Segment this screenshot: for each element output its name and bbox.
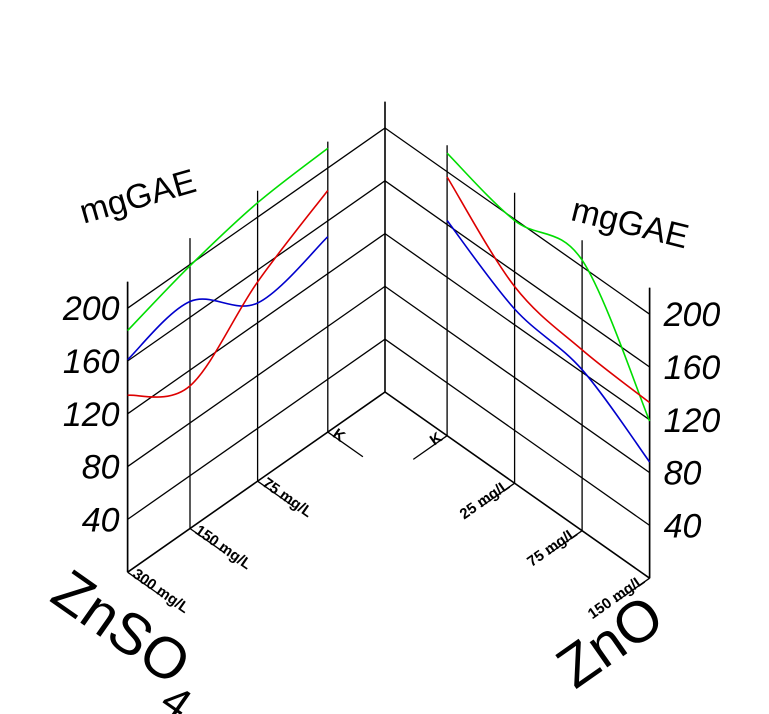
floor-grid-right-3 — [615, 577, 650, 603]
floor-grid — [127, 431, 650, 603]
right-horizontal-grid-1 — [384, 285, 650, 474]
right-horizontal-grid-4 — [384, 127, 650, 315]
left-category-label: 150 mg/L — [192, 522, 255, 573]
left-y-tick-label: 120 — [63, 396, 120, 434]
right-y-tick-label: 80 — [664, 455, 702, 493]
floor-grid-left-2 — [257, 480, 294, 507]
left-horizontal-grid-3 — [127, 180, 386, 362]
right-series-group — [446, 152, 651, 463]
floor-grid-right-2 — [547, 530, 583, 555]
right-unit-label: mgGAE — [568, 191, 693, 257]
right-series-line-1 — [446, 176, 651, 404]
left-series-line-1 — [127, 236, 329, 361]
right-horizontal-grid-2 — [384, 233, 650, 421]
right-y-tick-label: 40 — [664, 507, 702, 545]
right-series-line-0 — [446, 152, 651, 422]
left-y-tick-label: 40 — [82, 501, 120, 539]
left-floor-edge — [127, 391, 386, 573]
floor-grid-right-0 — [412, 435, 448, 460]
right-floor-edge — [384, 391, 651, 579]
floor-grid-right-1 — [480, 482, 515, 508]
right-y-tick-label: 120 — [664, 402, 721, 440]
left-series-line-2 — [127, 190, 329, 398]
right-y-tick-label: 200 — [663, 296, 721, 334]
left-y-tick-label: 80 — [82, 449, 120, 487]
right-y-tick-label: 160 — [664, 349, 721, 387]
left-axis-title: ZnSO4 — [28, 557, 222, 714]
right-series-line-2 — [446, 220, 651, 463]
right-horizontal-grid-0 — [384, 338, 650, 526]
floor-grid-left-3 — [327, 431, 364, 458]
left-horizontal-grid-1 — [127, 285, 386, 468]
left-series-group — [127, 147, 329, 398]
left-category-label: 75 mg/L — [259, 475, 315, 522]
floor-grid-left-0 — [127, 571, 164, 598]
y-tick-labels: 40 80 120 160 200 40 80 120 160 200 — [62, 290, 721, 545]
grid-lines — [126, 101, 651, 579]
right-horizontal-grid-3 — [384, 180, 650, 368]
left-horizontal-grid-0 — [127, 338, 386, 520]
left-y-tick-label: 160 — [63, 343, 120, 381]
left-y-tick-label: 200 — [62, 290, 120, 328]
floor-grid-left-1 — [189, 527, 226, 554]
left-horizontal-grid-2 — [127, 233, 386, 415]
right-category-label: 25 mg/L — [457, 477, 513, 523]
left-unit-label: mgGAE — [75, 162, 200, 231]
right-category-label: 75 mg/L — [524, 524, 580, 570]
left-horizontal-grid-4 — [127, 127, 386, 309]
left-series-line-0 — [127, 147, 329, 332]
